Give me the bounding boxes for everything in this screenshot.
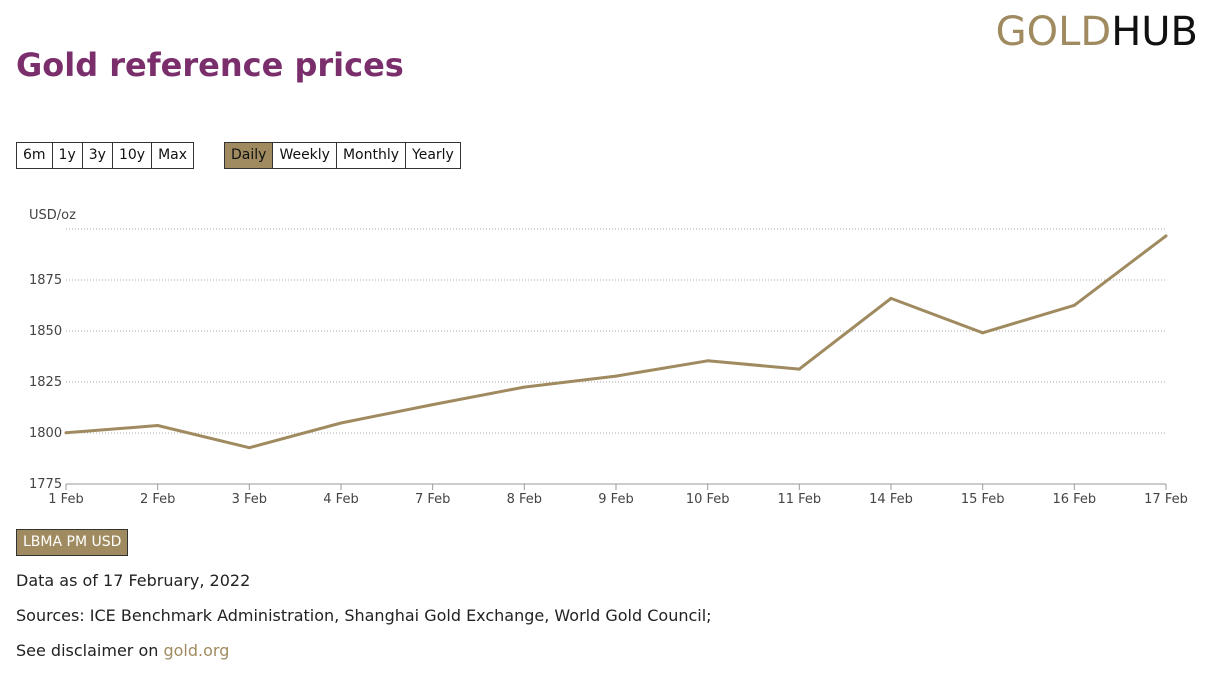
x-tick-label: 4 Feb — [323, 492, 358, 507]
data-point[interactable] — [797, 367, 801, 371]
frequency-yearly-button[interactable]: Yearly — [405, 142, 461, 169]
data-as-of-text: Data as of 17 February, 2022 — [16, 571, 251, 590]
frequency-daily-button[interactable]: Daily — [224, 142, 274, 169]
x-tick-label: 9 Feb — [598, 492, 633, 507]
x-tick-label: 7 Feb — [415, 492, 450, 507]
x-tick-label: 16 Feb — [1052, 492, 1096, 507]
data-point[interactable] — [431, 403, 435, 407]
data-point[interactable] — [706, 359, 710, 363]
range-max-button[interactable]: Max — [151, 142, 195, 169]
data-point[interactable] — [614, 374, 618, 378]
data-point[interactable] — [247, 446, 251, 450]
y-tick-label: 1825 — [29, 375, 62, 390]
x-tick-label: 1 Feb — [48, 492, 83, 507]
x-tick-label: 17 Feb — [1144, 492, 1188, 507]
x-tick-label: 10 Feb — [686, 492, 730, 507]
data-point[interactable] — [889, 296, 893, 300]
y-tick-labels: 1775 1800 1825 1850 1875 — [29, 273, 62, 492]
y-tick-label: 1775 — [29, 477, 62, 492]
sources-text: Sources: ICE Benchmark Administration, S… — [16, 606, 712, 625]
disclaimer-prefix: See disclaimer on — [16, 641, 164, 660]
page-title: Gold reference prices — [16, 46, 404, 84]
range-3y-button[interactable]: 3y — [81, 142, 113, 169]
data-point[interactable] — [981, 331, 985, 335]
data-point[interactable] — [1164, 234, 1168, 238]
data-point[interactable] — [522, 385, 526, 389]
data-point[interactable] — [339, 421, 343, 425]
x-tick-label: 15 Feb — [961, 492, 1005, 507]
y-tick-label: 1850 — [29, 324, 62, 339]
data-point[interactable] — [1072, 303, 1076, 307]
frequency-monthly-button[interactable]: Monthly — [335, 142, 407, 169]
series-line-lbma-pm-usd[interactable] — [65, 234, 1167, 450]
data-points — [64, 234, 1168, 450]
logo-gold-text: GOLD — [995, 9, 1112, 55]
logo-hub-text: HUB — [1111, 9, 1198, 55]
data-point[interactable] — [64, 431, 68, 435]
x-tick-label: 11 Feb — [777, 492, 821, 507]
gold-org-link[interactable]: gold.org — [163, 641, 230, 660]
frequency-selector: Daily Weekly Monthly Yearly — [224, 142, 461, 169]
x-tick-label: 2 Feb — [140, 492, 175, 507]
x-tick-label: 8 Feb — [507, 492, 542, 507]
range-10y-button[interactable]: 10y — [111, 142, 153, 169]
grid-lines — [66, 228, 1166, 485]
series-toggle-button[interactable]: LBMA PM USD — [16, 529, 129, 556]
y-axis-label: USD/oz — [29, 208, 76, 223]
price-line-chart[interactable]: USD/oz 1775 1800 1825 1850 1875 1 Feb 2 Feb 3 … — [0, 195, 1216, 515]
range-6m-button[interactable]: 6m — [16, 142, 53, 169]
y-tick-label: 1800 — [29, 426, 62, 441]
data-point[interactable] — [156, 423, 160, 427]
goldhub-logo[interactable]: GOLDHUB — [996, 8, 1198, 56]
range-selector: 6m 1y 3y 10y Max — [16, 142, 195, 169]
frequency-weekly-button[interactable]: Weekly — [272, 142, 337, 169]
disclaimer-text: See disclaimer on gold.org — [16, 641, 229, 660]
y-tick-label: 1875 — [29, 273, 62, 288]
x-tick-label: 14 Feb — [869, 492, 913, 507]
x-tick-labels: 1 Feb 2 Feb 3 Feb 4 Feb 7 Feb 8 Feb 9 Feb 10 Fe… — [48, 484, 1188, 507]
range-1y-button[interactable]: 1y — [51, 142, 83, 169]
x-tick-label: 3 Feb — [232, 492, 267, 507]
